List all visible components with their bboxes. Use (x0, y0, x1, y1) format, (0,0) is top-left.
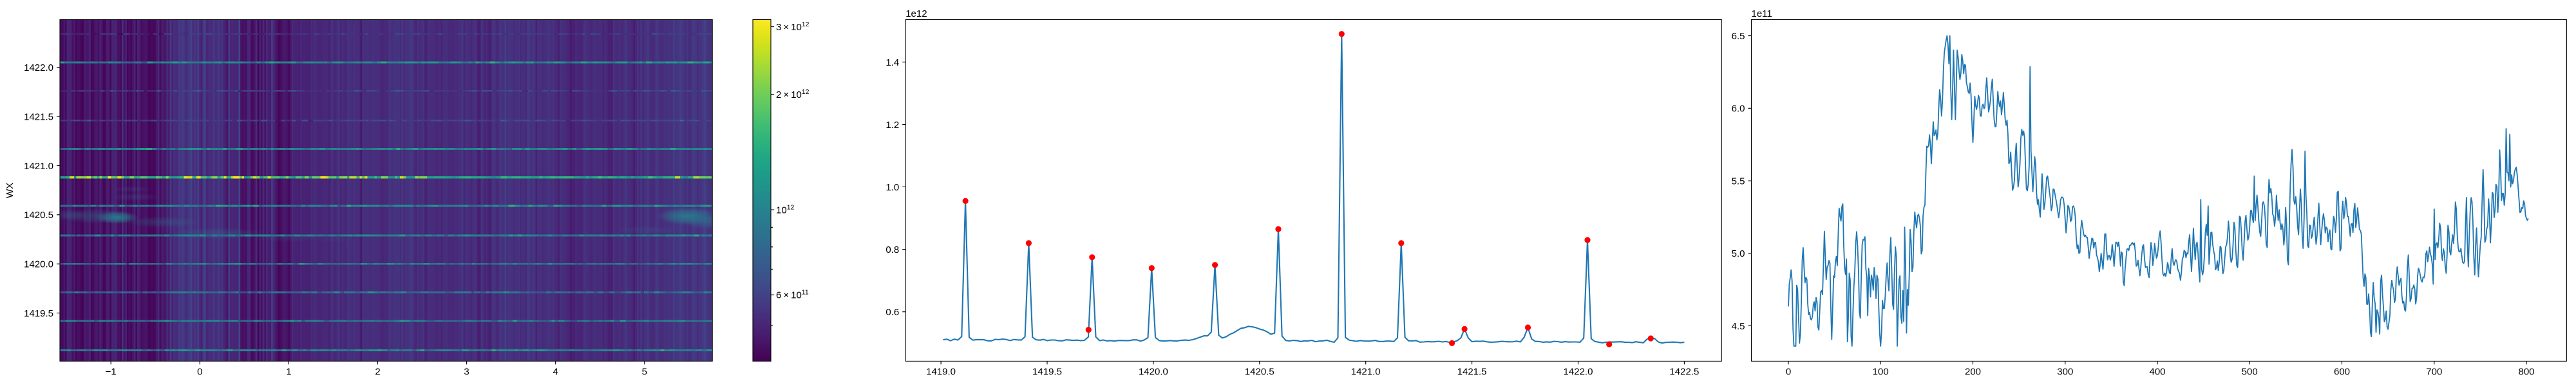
svg-text:200: 200 (1965, 367, 1981, 378)
svg-text:1420.0: 1420.0 (24, 259, 53, 270)
svg-text:5.0: 5.0 (1732, 248, 1745, 259)
svg-text:1421.0: 1421.0 (1351, 367, 1381, 378)
svg-text:600: 600 (2334, 367, 2350, 378)
svg-text:1419.5: 1419.5 (1032, 367, 1062, 378)
svg-text:1420.5: 1420.5 (24, 210, 53, 221)
svg-text:WX: WX (5, 183, 15, 198)
svg-text:100: 100 (1873, 367, 1889, 378)
svg-text:1420.0: 1420.0 (1139, 367, 1168, 378)
svg-text:6.5: 6.5 (1732, 31, 1745, 42)
svg-text:1: 1 (286, 367, 291, 378)
svg-text:−1: −1 (106, 367, 117, 378)
svg-text:1.2: 1.2 (886, 120, 899, 131)
svg-text:500: 500 (2242, 367, 2258, 378)
svg-text:1419.5: 1419.5 (24, 308, 53, 319)
svg-text:1.4: 1.4 (886, 57, 899, 68)
svg-text:1422.0: 1422.0 (24, 62, 53, 73)
svg-text:0.6: 0.6 (886, 307, 899, 318)
svg-text:1e12: 1e12 (905, 8, 927, 19)
svg-text:300: 300 (2057, 367, 2073, 378)
svg-text:1419.0: 1419.0 (926, 367, 956, 378)
svg-text:1422.5: 1422.5 (1669, 367, 1699, 378)
svg-text:1e11: 1e11 (1752, 8, 1772, 19)
svg-text:0: 0 (1786, 367, 1791, 378)
svg-text:6 × 1011: 6 × 1011 (776, 289, 809, 301)
svg-text:6.0: 6.0 (1732, 104, 1745, 115)
svg-text:5.5: 5.5 (1732, 176, 1745, 187)
svg-text:5: 5 (642, 367, 647, 378)
svg-text:1422.0: 1422.0 (1564, 367, 1593, 378)
svg-text:4.5: 4.5 (1732, 321, 1745, 332)
svg-text:1421.0: 1421.0 (24, 161, 53, 172)
svg-text:1.0: 1.0 (886, 182, 899, 193)
svg-text:4: 4 (553, 367, 558, 378)
svg-text:400: 400 (2149, 367, 2165, 378)
svg-text:800: 800 (2518, 367, 2534, 378)
svg-text:3 × 1012: 3 × 1012 (776, 21, 810, 33)
svg-text:3: 3 (464, 367, 469, 378)
svg-text:2 × 1012: 2 × 1012 (776, 88, 810, 100)
svg-text:2: 2 (375, 367, 380, 378)
svg-text:1421.5: 1421.5 (24, 112, 53, 123)
svg-text:1420.5: 1420.5 (1245, 367, 1274, 378)
svg-text:1421.5: 1421.5 (1457, 367, 1487, 378)
svg-text:0.8: 0.8 (886, 244, 899, 255)
svg-text:0: 0 (197, 367, 202, 378)
svg-text:700: 700 (2426, 367, 2442, 378)
